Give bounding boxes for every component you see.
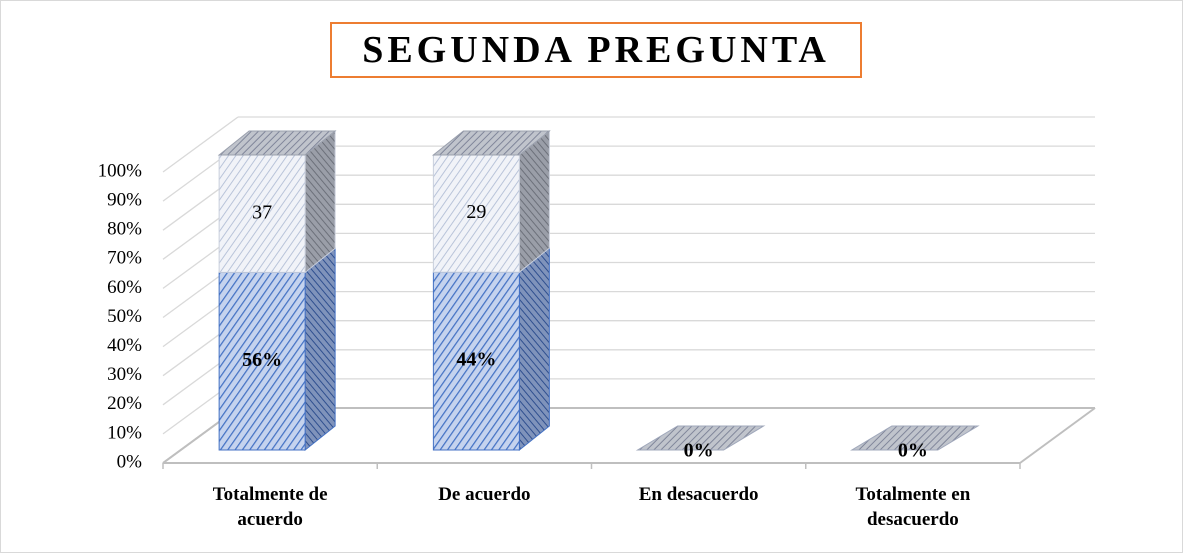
y-tick-label: 90% — [107, 189, 142, 210]
data-label: 29 — [466, 201, 486, 223]
x-tick-label: De acuerdo — [438, 484, 531, 505]
bar — [218, 154, 306, 273]
x-tick-label: Totalmente en desacuerdo — [855, 484, 971, 530]
bar — [432, 271, 520, 451]
data-label: 44% — [456, 349, 496, 371]
y-tick-label: 10% — [107, 422, 142, 443]
y-tick-label: 60% — [107, 277, 142, 298]
bar — [218, 271, 306, 451]
chart-title: SEGUNDA PREGUNTA — [330, 22, 862, 78]
bar-top — [217, 130, 337, 156]
y-tick-label: 70% — [107, 248, 142, 269]
data-label: 37 — [252, 201, 272, 223]
bar-side — [304, 247, 336, 452]
bar-flat — [850, 425, 980, 451]
data-label: 0% — [684, 440, 714, 462]
bar — [432, 154, 520, 273]
floor-edge — [1019, 407, 1096, 464]
x-tick-label: En desacuerdo — [638, 484, 759, 505]
y-tick-label: 100% — [98, 160, 143, 181]
y-tick-label: 0% — [117, 451, 143, 472]
bar-flat — [635, 425, 766, 451]
y-tick-label: 20% — [107, 393, 142, 414]
bar-side — [304, 129, 336, 274]
y-tick-label: 50% — [107, 306, 142, 327]
bar-side — [518, 129, 550, 274]
bar-top — [431, 130, 551, 156]
x-tick-label: Totalmente de acuerdo — [212, 484, 328, 530]
bar-side — [518, 247, 550, 452]
y-tick-label: 30% — [107, 364, 142, 385]
y-tick-label: 40% — [107, 335, 142, 356]
grid-line — [162, 116, 239, 173]
data-label: 56% — [242, 349, 282, 371]
y-tick-label: 80% — [107, 219, 142, 240]
data-label: 0% — [898, 440, 928, 462]
